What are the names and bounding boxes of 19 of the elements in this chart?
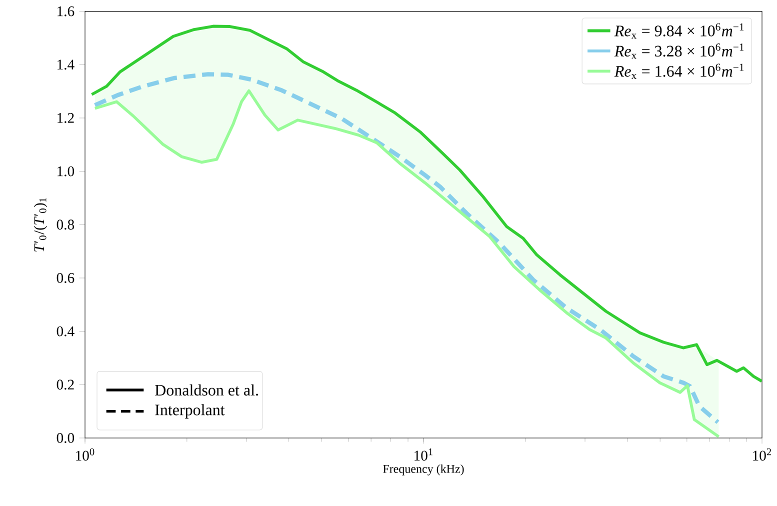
legend-label: Re$_{x}$ = 9.84 × 10$^{6}$m$^{−1}$: [614, 23, 744, 39]
annotation: Interpolant: [155, 404, 225, 419]
text: T′$_{0}$/(T′$_{0}$)$_{1}$: [34, 198, 48, 252]
y-tick-label: 0.4: [56, 326, 74, 336]
x-tick-label: 10$^{1}$: [414, 448, 432, 461]
x-tick-label: 10$^{0}$: [76, 448, 94, 461]
y-tick-label: 1.4: [58, 60, 74, 70]
x-tick-label: 10$^{2}$: [753, 448, 771, 461]
y-tick-label: 1.2: [58, 113, 74, 123]
y-tick-label: 1.0: [58, 166, 74, 176]
y-tick-label: 0.0: [56, 433, 74, 443]
y-tick-label: 0.6: [56, 273, 74, 283]
y-tick-label: 0.8: [56, 220, 74, 230]
legend-label: Re$_{x}$ = 1.64 × 10$^{6}$m$^{−1}$: [614, 64, 744, 79]
y-tick-label: 1.6: [58, 6, 74, 16]
legend-label: Re$_{x}$ = 3.28 × 10$^{6}$m$^{−1}$: [614, 44, 744, 59]
y-tick-label: 0.2: [56, 380, 74, 390]
annotation: Donaldson et al.: [155, 384, 258, 396]
x-axis-title: Frequency (kHz): [383, 464, 464, 476]
